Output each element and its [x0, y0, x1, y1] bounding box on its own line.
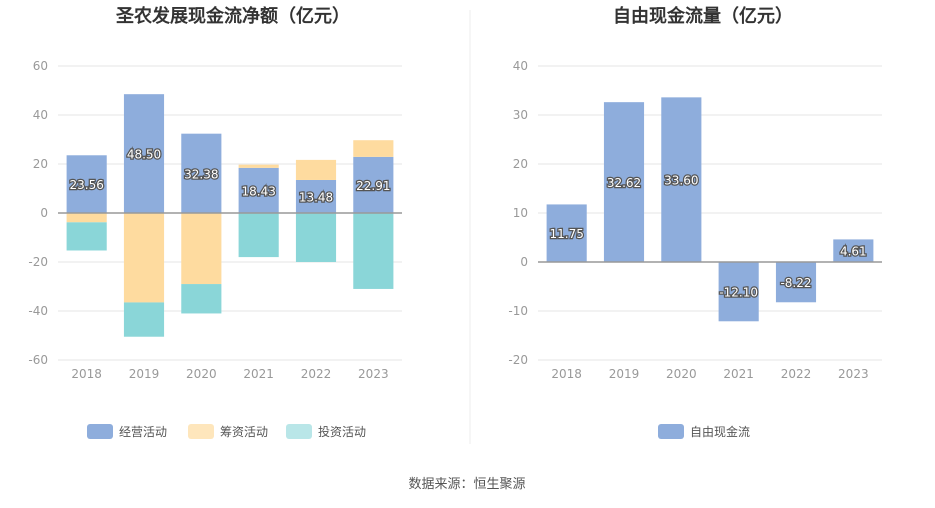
x-tick-label: 2018	[71, 367, 102, 381]
x-tick-label: 2019	[609, 367, 640, 381]
y-tick-label: 20	[513, 157, 528, 171]
bar-筹资活动-2020[interactable]	[181, 213, 222, 285]
bar-筹资活动-2022[interactable]	[295, 159, 337, 180]
bar-经营活动-2022[interactable]	[295, 179, 337, 213]
bar-自由现金流-2023[interactable]	[833, 239, 874, 262]
legend-label[interactable]: 自由现金流	[690, 424, 750, 439]
legend-label[interactable]: 经营活动	[119, 425, 167, 439]
data-label: 23.56	[69, 178, 103, 192]
bar-筹资活动-2021[interactable]	[238, 164, 279, 168]
y-tick-label: -40	[28, 304, 48, 318]
cash-flow-net-chart: 60 40 20 0 -20 -40 -60 23.56 2018 48.50 2019 32.38 2…	[28, 59, 402, 381]
x-tick-label: 2021	[243, 367, 274, 381]
y-tick-label: 30	[513, 108, 528, 122]
data-label: 33.60	[664, 174, 698, 188]
right-chart-title: 自由现金流量（亿元）	[613, 5, 793, 27]
y-tick-label: 0	[40, 206, 48, 220]
left-chart-title: 圣农发展现金流净额（亿元）	[115, 5, 350, 27]
legend-label[interactable]: 筹资活动	[220, 425, 268, 439]
data-label: 22.91	[356, 179, 390, 193]
legend-swatch[interactable]	[286, 424, 312, 439]
y-tick-label: -10	[508, 304, 528, 318]
y-tick-label: 40	[33, 108, 48, 122]
x-tick-label: 2018	[551, 367, 582, 381]
x-tick-label: 2023	[838, 367, 869, 381]
data-label: 13.48	[299, 190, 333, 204]
y-tick-label: 10	[513, 206, 528, 220]
data-label: 18.43	[241, 184, 275, 198]
bar-筹资活动-2023[interactable]	[353, 140, 394, 157]
x-tick-label: 2022	[781, 367, 812, 381]
bar-自由现金流-2021[interactable]	[718, 262, 759, 322]
bar-筹资活动-2018[interactable]	[66, 213, 107, 223]
data-label: 32.38	[184, 167, 218, 181]
bar-投资活动-2019[interactable]	[123, 302, 165, 337]
bar-经营活动-2018[interactable]	[66, 155, 107, 213]
free-cash-flow-chart: 40 30 20 10 0 -10 -20 11.75 2018 32.62 2019 33.60 20…	[508, 59, 882, 381]
y-tick-label: 40	[513, 59, 528, 73]
bar-自由现金流-2019[interactable]	[603, 102, 645, 262]
bar-投资活动-2018[interactable]	[66, 222, 107, 251]
bar-经营活动-2019[interactable]	[123, 94, 165, 213]
legend-label[interactable]: 投资活动	[318, 424, 366, 439]
bar-自由现金流-2018[interactable]	[546, 204, 587, 262]
y-tick-label: -20	[508, 353, 528, 367]
legend-swatch[interactable]	[188, 424, 214, 439]
data-label: -8.22	[780, 276, 811, 290]
data-label: 48.50	[127, 148, 161, 162]
bar-投资活动-2022[interactable]	[295, 213, 337, 262]
data-label: -12.10	[719, 286, 758, 300]
x-tick-label: 2022	[301, 367, 332, 381]
left-legend: 经营活动 筹资活动 投资活动	[87, 424, 366, 439]
y-tick-label: -20	[28, 255, 48, 269]
data-label: 11.75	[549, 227, 583, 241]
bar-经营活动-2021[interactable]	[238, 167, 279, 213]
data-label: 32.62	[607, 176, 641, 190]
bar-投资活动-2021[interactable]	[238, 213, 279, 258]
y-tick-label: 60	[33, 59, 48, 73]
x-tick-label: 2023	[358, 367, 389, 381]
data-label: 4.61	[840, 245, 867, 259]
legend-swatch[interactable]	[658, 424, 684, 439]
x-tick-label: 2019	[129, 367, 160, 381]
y-tick-label: 20	[33, 157, 48, 171]
bar-经营活动-2020[interactable]	[181, 133, 222, 213]
x-tick-label: 2020	[666, 367, 697, 381]
x-tick-label: 2021	[723, 367, 754, 381]
bar-投资活动-2023[interactable]	[353, 213, 394, 289]
bar-自由现金流-2020[interactable]	[661, 97, 702, 262]
right-legend: 自由现金流	[658, 424, 750, 439]
bar-经营活动-2023[interactable]	[353, 156, 394, 213]
y-tick-label: -60	[28, 353, 48, 367]
y-tick-label: 0	[520, 255, 528, 269]
bar-投资活动-2020[interactable]	[181, 284, 222, 314]
legend-swatch[interactable]	[87, 424, 113, 439]
x-tick-label: 2020	[186, 367, 217, 381]
bar-筹资活动-2019[interactable]	[123, 213, 165, 303]
data-source: 数据来源：恒生聚源	[408, 477, 525, 492]
bar-自由现金流-2022[interactable]	[775, 262, 817, 303]
